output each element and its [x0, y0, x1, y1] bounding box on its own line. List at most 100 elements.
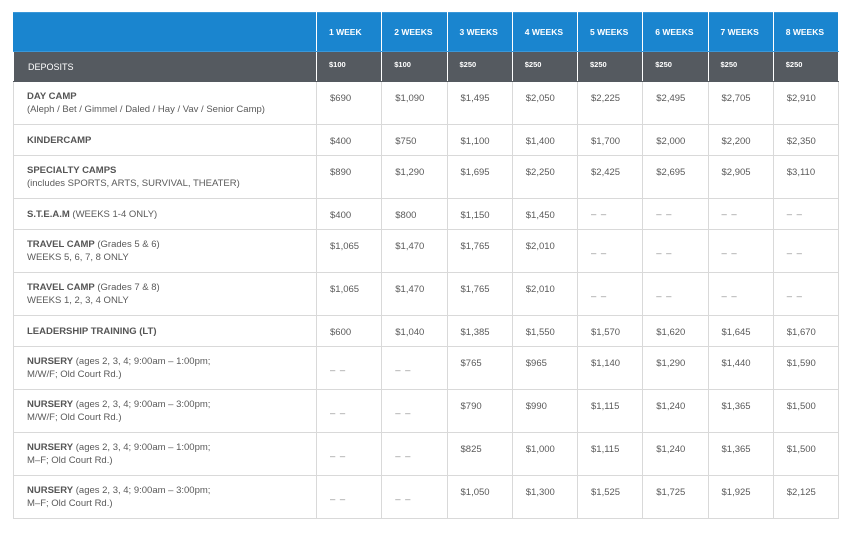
deposit-week-4: $250 — [511, 51, 579, 82]
price-cell-week-7: – – — [707, 272, 774, 316]
price-cell-week-8: – – — [772, 229, 840, 273]
price-cell-week-8: $1,590 — [772, 346, 840, 390]
price-cell-week-3: $1,150 — [446, 198, 513, 230]
price-cell-week-5: – – — [576, 229, 644, 273]
program-title: NURSERY — [27, 442, 74, 453]
header-row: 1 WEEK 2 WEEKS 3 WEEKS 4 WEEKS 5 WEEKS 6… — [13, 12, 840, 52]
price-cell-week-4: $2,050 — [511, 81, 579, 125]
table-row: S.T.E.A.M (WEEKS 1-4 ONLY) $400 $800 $1,150… — [13, 198, 840, 230]
price-cell-week-7: $1,365 — [707, 432, 774, 476]
program-subtitle: (Aleph / Bet / Gimmel / Daled / Hay / Va… — [27, 104, 265, 115]
header-week-6: 6 WEEKS — [642, 12, 709, 52]
program-title: KINDERCAMP — [27, 134, 92, 146]
price-cell-week-4: $2,010 — [511, 229, 579, 273]
deposits-label: DEPOSITS — [13, 51, 317, 82]
price-cell-week-2: – – — [381, 432, 448, 476]
price-cell-week-8: – – — [772, 198, 840, 230]
price-cell-week-6: $1,725 — [642, 475, 709, 519]
price-cell-week-4: $1,450 — [511, 198, 579, 230]
table-row: NURSERY (ages 2, 3, 4; 9:00am – 1:00pm; M… — [13, 346, 840, 390]
price-cell-week-2: $1,290 — [381, 155, 448, 199]
program-detail: (Grades 5 & 6) — [94, 239, 160, 250]
price-cell-week-7: – – — [707, 229, 774, 273]
price-cell-week-4: $1,300 — [511, 475, 579, 519]
price-cell-week-5: – – — [576, 272, 644, 316]
program-title: DAY CAMP — [27, 91, 77, 102]
program-name-cell: NURSERY (ages 2, 3, 4; 9:00am – 1:00pm; M… — [13, 432, 317, 476]
header-week-1: 1 WEEK — [315, 12, 383, 52]
price-cell-week-2: $1,090 — [381, 81, 448, 125]
deposit-week-7: $250 — [707, 51, 774, 82]
price-cell-week-1: $690 — [315, 81, 383, 125]
price-cell-week-2: $750 — [381, 124, 448, 156]
price-cell-week-1: $600 — [315, 315, 383, 347]
price-cell-week-8: $2,910 — [772, 81, 840, 125]
header-week-7: 7 WEEKS — [707, 12, 774, 52]
price-cell-week-7: $2,705 — [707, 81, 774, 125]
price-cell-week-4: $1,550 — [511, 315, 579, 347]
program-subtitle: M–F; Old Court Rd.) — [27, 455, 113, 466]
price-cell-week-4: $990 — [511, 389, 579, 433]
program-subtitle: M–F; Old Court Rd.) — [27, 498, 113, 509]
price-cell-week-6: – – — [642, 198, 709, 230]
price-cell-week-8: $1,670 — [772, 315, 840, 347]
program-subtitle: WEEKS 5, 6, 7, 8 ONLY — [27, 252, 129, 263]
program-detail: (ages 2, 3, 4; 9:00am – 3:00pm; — [73, 485, 211, 496]
price-cell-week-4: $965 — [511, 346, 579, 390]
program-name-cell: NURSERY (ages 2, 3, 4; 9:00am – 1:00pm; M… — [13, 346, 317, 390]
price-cell-week-6: – – — [642, 229, 709, 273]
price-cell-week-6: $2,695 — [642, 155, 709, 199]
price-cell-week-7: $1,440 — [707, 346, 774, 390]
program-subtitle: WEEKS 1, 2, 3, 4 ONLY — [27, 295, 129, 306]
price-cell-week-7: $1,925 — [707, 475, 774, 519]
price-cell-week-5: $1,115 — [576, 389, 644, 433]
deposit-week-3: $250 — [446, 51, 513, 82]
table-body: DEPOSITS $100 $100 $250 $250 $250 $250 $… — [13, 51, 840, 519]
program-detail: (ages 2, 3, 4; 9:00am – 1:00pm; — [73, 442, 211, 453]
price-cell-week-7: – – — [707, 198, 774, 230]
program-detail: (Grades 7 & 8) — [94, 282, 160, 293]
price-cell-week-7: $1,645 — [707, 315, 774, 347]
price-cell-week-8: $2,350 — [772, 124, 840, 156]
program-name-cell: TRAVEL CAMP (Grades 5 & 6) WEEKS 5, 6, 7,… — [13, 229, 317, 273]
price-cell-week-5: $2,425 — [576, 155, 644, 199]
table-row: DAY CAMP (Aleph / Bet / Gimmel / Daled / … — [13, 81, 840, 125]
price-cell-week-3: $1,495 — [446, 81, 513, 125]
table-row: NURSERY (ages 2, 3, 4; 9:00am – 3:00pm; M… — [13, 475, 840, 519]
price-cell-week-6: $1,240 — [642, 389, 709, 433]
price-cell-week-1: – – — [315, 389, 383, 433]
header-week-3: 3 WEEKS — [446, 12, 513, 52]
program-name-cell: NURSERY (ages 2, 3, 4; 9:00am – 3:00pm; M… — [13, 475, 317, 519]
table-header: 1 WEEK 2 WEEKS 3 WEEKS 4 WEEKS 5 WEEKS 6… — [13, 12, 840, 52]
price-cell-week-3: $790 — [446, 389, 513, 433]
price-cell-week-6: – – — [642, 272, 709, 316]
price-cell-week-8: – – — [772, 272, 840, 316]
price-cell-week-3: $1,765 — [446, 272, 513, 316]
header-week-5: 5 WEEKS — [576, 12, 644, 52]
program-name-cell: KINDERCAMP — [13, 124, 317, 156]
table-row: NURSERY (ages 2, 3, 4; 9:00am – 1:00pm; M… — [13, 432, 840, 476]
price-cell-week-5: $1,570 — [576, 315, 644, 347]
price-cell-week-1: – – — [315, 432, 383, 476]
price-cell-week-4: $1,400 — [511, 124, 579, 156]
program-title: TRAVEL CAMP — [27, 239, 95, 250]
price-cell-week-1: $1,065 — [315, 272, 383, 316]
price-cell-week-1: $400 — [315, 198, 383, 230]
program-name-cell: DAY CAMP (Aleph / Bet / Gimmel / Daled / … — [13, 81, 317, 125]
price-cell-week-3: $1,100 — [446, 124, 513, 156]
header-week-8: 8 WEEKS — [772, 12, 840, 52]
header-corner-cell — [13, 12, 317, 52]
price-cell-week-2: – – — [381, 475, 448, 519]
price-cell-week-3: $1,765 — [446, 229, 513, 273]
price-cell-week-7: $2,200 — [707, 124, 774, 156]
program-title: SPECIALTY CAMPS — [27, 165, 117, 176]
price-cell-week-3: $825 — [446, 432, 513, 476]
price-cell-week-8: $2,125 — [772, 475, 840, 519]
header-week-2: 2 WEEKS — [381, 12, 448, 52]
price-cell-week-5: – – — [576, 198, 644, 230]
price-cell-week-6: $2,495 — [642, 81, 709, 125]
program-title: LEADERSHIP TRAINING (LT) — [27, 325, 157, 337]
table-row: KINDERCAMP $400 $750 $1,100 $1,400 $1,700 $2,0… — [13, 124, 840, 156]
price-cell-week-6: $1,290 — [642, 346, 709, 390]
price-cell-week-2: $1,470 — [381, 272, 448, 316]
